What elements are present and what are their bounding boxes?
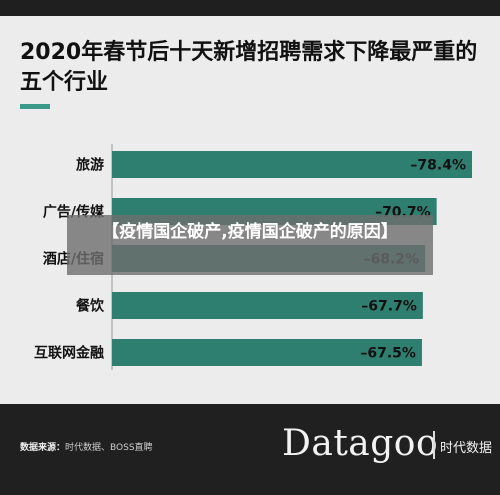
source-text: 时代数据、BOSS直聘 [65,443,153,453]
value-label-4: –67.5% [360,346,416,362]
title-accent-line [20,104,50,109]
value-label-3: –67.7% [361,299,417,315]
logo-divider [433,431,435,459]
bar-3 [112,292,423,319]
category-label-3: 餐饮 [75,298,105,315]
category-label-4: 互联网金融 [34,345,104,362]
category-label-0: 旅游 [76,157,104,174]
data-source: 数据来源：时代数据、BOSS直聘 [20,440,153,453]
overlay-banner: 【疫情国企破产,疫情国企破产的原因】 [67,215,433,275]
chart-title: 2020年春节后十天新增招聘需求下降最严重的五个行业 [20,40,478,95]
bar-0 [112,151,472,178]
datagoo-logo: Datagoo [282,423,439,464]
logo-subtitle: 时代数据 [440,441,493,456]
source-label: 数据来源： [20,443,66,453]
bar-4 [112,339,422,366]
footer-band [0,404,500,495]
value-label-0: –78.4% [410,158,466,174]
